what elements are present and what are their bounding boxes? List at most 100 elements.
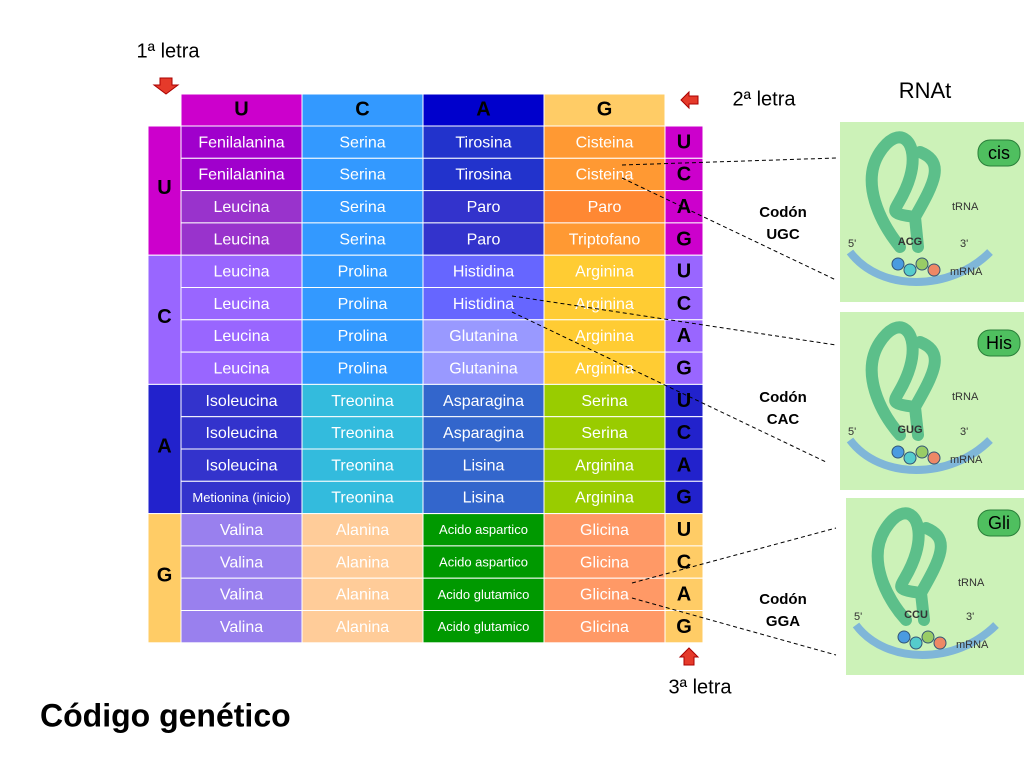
- cell: [422, 416, 545, 450]
- cell-text: Valina: [220, 619, 263, 636]
- cell-text: Glicina: [580, 554, 629, 571]
- trna-panel: ACG tRNA mRNA 5' 3' cis: [840, 122, 1024, 302]
- trna-text: tRNA: [958, 577, 985, 589]
- cell-text: Leucina: [213, 360, 269, 377]
- codon-value: CAC: [767, 411, 800, 428]
- group-cell: [147, 254, 182, 385]
- third-letter: A: [677, 584, 691, 606]
- cell-text: Paro: [588, 199, 622, 216]
- end3: 3': [966, 611, 974, 623]
- cell-text: Acido glutamico: [438, 619, 530, 634]
- cell-text: Histidina: [453, 264, 514, 281]
- cell-text: Leucina: [213, 296, 269, 313]
- cell-text: Histidina: [453, 296, 514, 313]
- cell: [180, 190, 303, 224]
- cell: [180, 254, 303, 288]
- cell-text: Arginina: [575, 360, 634, 377]
- cell-text: Serina: [339, 134, 385, 151]
- cell: [301, 577, 424, 612]
- cell-text: Isoleucina: [205, 457, 277, 474]
- column-header-cell: [422, 93, 545, 127]
- cell: [543, 319, 666, 353]
- rnat-label: RNAt: [899, 78, 952, 103]
- cell: [301, 545, 424, 579]
- cell-text: Leucina: [213, 231, 269, 248]
- cell-text: Treonina: [331, 457, 394, 474]
- cell-text: Alanina: [336, 587, 389, 604]
- cell: [543, 480, 666, 515]
- nucleotide: [933, 636, 947, 650]
- cell-text: Paro: [467, 231, 501, 248]
- amino-label: Gli: [988, 513, 1010, 533]
- codon-label: Codón: [759, 204, 806, 221]
- first-letter-label: 1ª letra: [137, 40, 201, 62]
- cell-text: Treonina: [331, 425, 394, 442]
- third-letter: C: [677, 293, 691, 315]
- nucleotide: [927, 263, 941, 277]
- cell: [180, 351, 303, 385]
- cell-text: Asparagina: [443, 393, 524, 410]
- cell: [543, 513, 666, 547]
- trna-panel: GUG tRNA mRNA 5' 3' His: [840, 312, 1024, 490]
- cell-text: Serina: [339, 231, 385, 248]
- cell-text: Isoleucina: [205, 393, 277, 410]
- cell-text: Glutanina: [449, 328, 518, 345]
- group-label: U: [157, 177, 171, 199]
- cell: [180, 480, 303, 515]
- third-cell: [664, 416, 704, 450]
- column-header-cell: [301, 93, 424, 127]
- third-cell: [664, 254, 704, 288]
- trna-molecule: [865, 321, 941, 441]
- cell: [422, 545, 545, 579]
- cell: [301, 416, 424, 450]
- end3: 3': [960, 238, 968, 250]
- cell-text: Serina: [581, 393, 627, 410]
- amino-label: His: [986, 333, 1012, 353]
- column-header: C: [355, 98, 369, 120]
- cell: [422, 287, 545, 321]
- end3: 3': [960, 426, 968, 438]
- cell-text: Prolina: [338, 296, 388, 313]
- cell-text: Paro: [467, 199, 501, 216]
- cell-text: Prolina: [338, 360, 388, 377]
- nucleotide: [921, 630, 935, 644]
- mrna-strand: [846, 437, 993, 474]
- amino-bubble: [977, 139, 1021, 167]
- cell: [301, 125, 424, 159]
- nucleotide: [891, 445, 905, 459]
- nucleotide: [927, 451, 941, 465]
- third-letter: A: [677, 454, 691, 476]
- arrow-down: [152, 77, 180, 95]
- third-cell: [664, 287, 704, 321]
- second-letter-label: 2ª letra: [733, 88, 797, 110]
- trna-panel: CCU tRNA mRNA 5' 3' Gli: [846, 498, 1024, 675]
- group-label: G: [157, 564, 173, 586]
- third-cell: [664, 513, 704, 547]
- cell: [301, 610, 424, 644]
- cell-text: Alanina: [336, 522, 389, 539]
- cell: [180, 513, 303, 547]
- cell: [301, 222, 424, 256]
- mrna-text: mRNA: [956, 639, 989, 651]
- cell-text: Cisteina: [576, 134, 634, 151]
- third-cell: [664, 545, 704, 579]
- cell: [422, 190, 545, 224]
- cell-text: Serina: [339, 167, 385, 184]
- end5: 5': [848, 426, 856, 438]
- cell-text: Serina: [581, 425, 627, 442]
- cell-text: Acido aspartico: [439, 554, 528, 569]
- amino-label: cis: [988, 143, 1010, 163]
- cell-text: Fenilalanina: [198, 134, 284, 151]
- codon-value: UGC: [766, 226, 800, 243]
- end5: 5': [848, 238, 856, 250]
- cell: [301, 383, 424, 418]
- cell: [543, 125, 666, 159]
- mrna-strand: [846, 249, 993, 286]
- nucleotide: [897, 630, 911, 644]
- arrow-left: [680, 90, 699, 110]
- third-letter: A: [677, 196, 691, 218]
- amino-bubble: [977, 329, 1021, 357]
- trna-text: tRNA: [952, 391, 979, 403]
- connector-lines: [511, 157, 837, 656]
